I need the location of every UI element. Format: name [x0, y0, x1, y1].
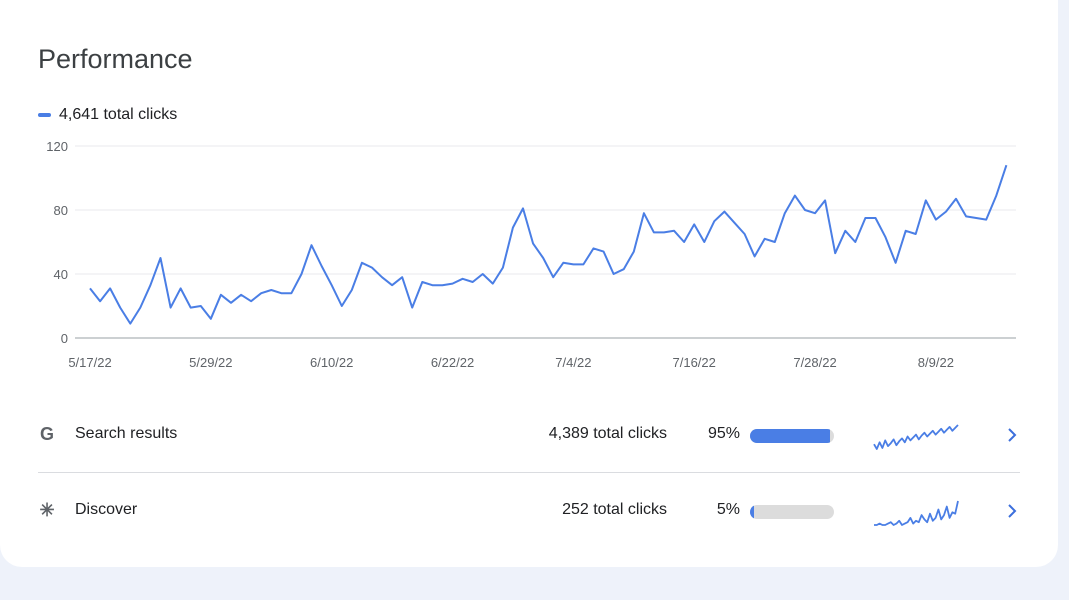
- legend-label: 4,641 total clicks: [59, 106, 178, 123]
- y-tick-label: 120: [46, 139, 68, 154]
- source-share-bar: [750, 505, 834, 519]
- source-percent: 5%: [716, 501, 740, 518]
- x-tick-label: 6/22/22: [431, 355, 474, 370]
- series-line-total-clicks: [89, 164, 1008, 325]
- y-tick-label: 0: [61, 331, 68, 346]
- source-percent: 95%: [707, 425, 740, 442]
- source-row-discover[interactable]: ✳ Discover 252 total clicks 5%: [38, 476, 1020, 546]
- sparkline-path: [874, 500, 959, 526]
- x-tick-label: 8/9/22: [918, 355, 954, 370]
- x-tick-label: 6/10/22: [310, 355, 353, 370]
- discover-asterisk-icon: ✳: [39, 500, 55, 520]
- source-sparkline: [874, 500, 959, 526]
- x-tick-label: 5/29/22: [189, 355, 232, 370]
- source-label: Discover: [75, 501, 138, 518]
- x-tick-label: 7/28/22: [793, 355, 836, 370]
- source-sparkline: [873, 424, 959, 450]
- sparkline-path: [873, 424, 959, 450]
- clicks-line-chart: 0 40 80 120 5/17/22 5/29/22 6/10/22 6/22/22 7/4/…: [46, 139, 1016, 370]
- x-tick-label: 5/17/22: [68, 355, 111, 370]
- x-tick-label: 7/16/22: [673, 355, 716, 370]
- google-g-icon: G: [39, 424, 54, 444]
- source-share-bar: [750, 429, 834, 443]
- source-clicks: 4,389 total clicks: [548, 425, 667, 442]
- chart-legend[interactable]: 4,641 total clicks: [38, 106, 177, 124]
- source-share-bar-fill: [750, 505, 755, 519]
- source-share-bar-fill: [750, 429, 830, 443]
- row-divider: [38, 472, 1020, 473]
- y-tick-label: 80: [54, 203, 68, 218]
- source-clicks: 252 total clicks: [562, 501, 667, 518]
- x-tick-label: 7/4/22: [555, 355, 591, 370]
- y-tick-label: 40: [54, 267, 68, 282]
- chevron-right-icon[interactable]: [1004, 501, 1020, 521]
- chevron-right-icon[interactable]: [1004, 425, 1020, 445]
- legend-swatch: [38, 113, 51, 117]
- source-label: Search results: [75, 425, 178, 442]
- page-title: Performance: [38, 44, 193, 74]
- source-row-search-results[interactable]: G Search results 4,389 total clicks 95%: [38, 400, 1020, 470]
